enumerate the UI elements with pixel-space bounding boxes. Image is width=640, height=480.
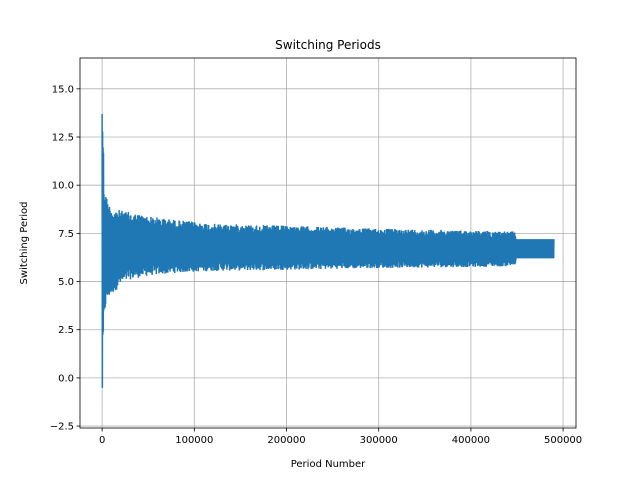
y-tick-label: 0.0 — [58, 373, 74, 384]
x-axis-label: Period Number — [291, 459, 366, 470]
y-tick-label: −2.5 — [50, 422, 74, 433]
y-tick-label: 15.0 — [52, 84, 74, 95]
x-axis-ticks: 0 100000 200000 300000 400000 500000 — [99, 428, 582, 446]
x-tick-label: 200000 — [267, 435, 305, 446]
x-tick-label: 400000 — [452, 435, 490, 446]
y-tick-label: 2.5 — [58, 325, 74, 336]
y-tick-label: 7.5 — [58, 229, 74, 240]
y-tick-label: 5.0 — [58, 277, 74, 288]
switching-period-line — [101, 114, 555, 388]
x-tick-label: 300000 — [360, 435, 398, 446]
y-tick-label: 12.5 — [52, 133, 74, 144]
data-series — [101, 114, 555, 388]
x-tick-label: 0 — [99, 435, 105, 446]
y-axis-label: Switching Period — [19, 202, 30, 285]
y-tick-label: 10.0 — [52, 181, 74, 192]
x-tick-label: 500000 — [544, 435, 582, 446]
chart-title: Switching Periods — [275, 38, 381, 52]
y-axis-ticks: −2.5 0.0 2.5 5.0 7.5 10.0 12.5 15.0 — [50, 84, 80, 433]
plot-frame — [79, 57, 577, 429]
x-tick-label: 100000 — [175, 435, 213, 446]
